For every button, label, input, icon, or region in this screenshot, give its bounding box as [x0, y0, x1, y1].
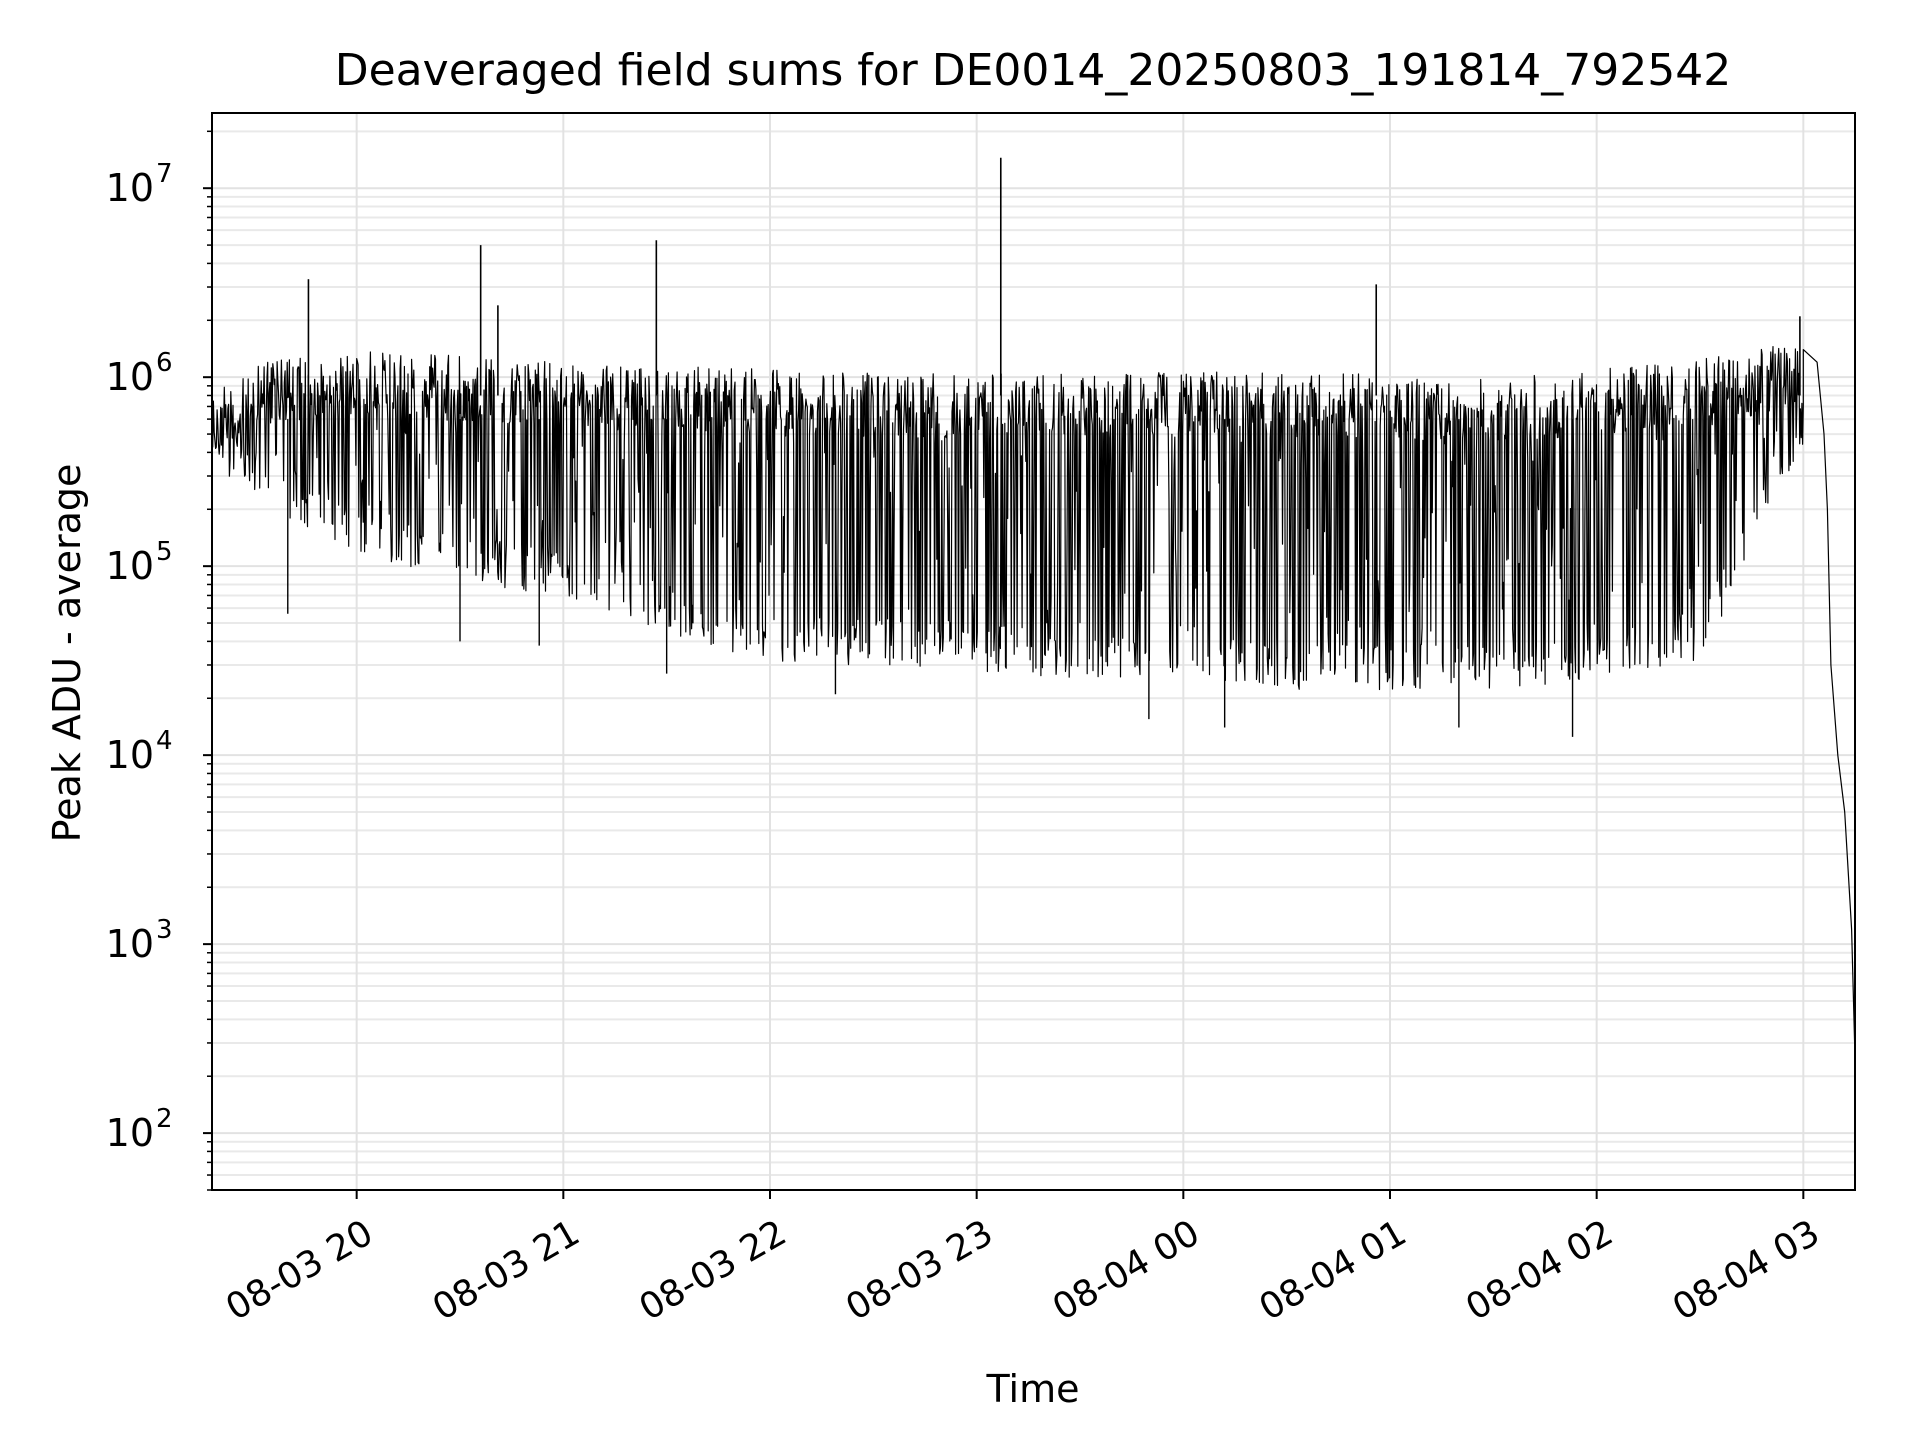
y-tick-label-exponent: 3 [156, 915, 173, 945]
y-tick-label-exponent: 2 [156, 1104, 173, 1134]
y-tick-label: 10 [106, 166, 154, 210]
y-tick-label-exponent: 7 [156, 159, 173, 189]
y-tick-label-exponent: 5 [156, 537, 173, 567]
plot-frame [211, 112, 1856, 1191]
chart-title: Deaveraged field sums for DE0014_2025080… [335, 45, 1732, 96]
y-tick-label: 10 [106, 922, 154, 966]
y-tick-label: 10 [106, 1111, 154, 1155]
series-layer [211, 157, 1856, 1058]
y-tick-label-exponent: 6 [156, 348, 173, 378]
y-tick-label: 10 [106, 733, 154, 777]
y-tick-label: 10 [106, 355, 154, 399]
y-axis-label: Peak ADU - average [45, 464, 89, 843]
series-line [211, 346, 1856, 1058]
y-tick-label-exponent: 4 [156, 726, 173, 756]
x-axis-label: Time [986, 1367, 1080, 1411]
y-tick-label: 10 [106, 544, 154, 588]
